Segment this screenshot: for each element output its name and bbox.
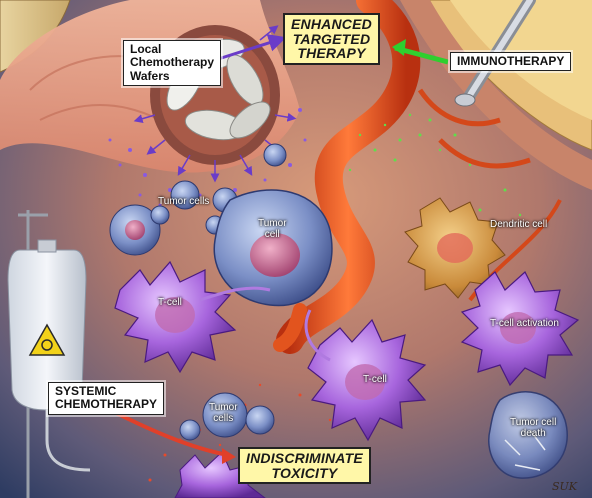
- immunotherapy-arrowhead: [392, 39, 406, 56]
- label-line: TARGETED: [292, 30, 371, 47]
- label-line: IMMUNOTHERAPY: [457, 54, 565, 68]
- label-line: Chemotherapy: [130, 55, 215, 70]
- wafers-arrow: [214, 34, 287, 62]
- label-line: death: [520, 428, 546, 439]
- tumor-cells-bottom: [179, 392, 275, 441]
- systemic-arrow: [109, 408, 229, 457]
- label-line: CHEMOTHERAPY: [55, 397, 158, 412]
- tumor-cell-death-label: Tumor cell death: [510, 417, 556, 439]
- label-line: THERAPY: [297, 45, 366, 62]
- label-line: cells: [213, 413, 234, 424]
- tumor-cells-bottom-label: Tumor cells: [209, 402, 238, 424]
- label-line: TOXICITY: [271, 464, 338, 481]
- immunotherapy-label: IMMUNOTHERAPY: [450, 52, 572, 72]
- t-cell-activation-label: T-cell activation: [490, 318, 559, 329]
- blood-vessel: [276, 0, 421, 354]
- dendritic-cell-label: Dendritic cell: [490, 219, 548, 230]
- capillaries: [417, 88, 531, 169]
- label-line: Local: [130, 42, 162, 56]
- enhanced-targeted-therapy-label: ENHANCED TARGETED THERAPY: [283, 13, 380, 66]
- t-cell-left-label: T-cell: [158, 297, 182, 308]
- tumor-cells-top-label: Tumor cells: [158, 196, 210, 207]
- t-cell-left-shape: [114, 260, 271, 374]
- label-line: cell: [264, 229, 280, 240]
- label-line: Tumor cell: [510, 417, 557, 428]
- label-line: SYSTEMIC: [55, 384, 117, 398]
- label-line: INDISCRIMINATE: [246, 450, 363, 466]
- t-cell-center-label: T-cell: [363, 374, 387, 385]
- systemic-chemotherapy-label: SYSTEMIC CHEMOTHERAPY: [48, 382, 165, 415]
- local-chemotherapy-wafers-label: Local Chemotherapy Wafers: [123, 40, 222, 87]
- immunotherapy-needle: [454, 0, 536, 107]
- iv-bag: [7, 210, 91, 498]
- tumor-cell-large: [213, 189, 333, 307]
- label-line: Wafers: [130, 68, 170, 83]
- t-cell-activation-shape: [460, 271, 580, 387]
- tumor-cell-label: Tumor cell: [258, 218, 287, 240]
- label-line: ENHANCED: [291, 16, 372, 32]
- immunotherapy-particles: [348, 113, 522, 217]
- indiscriminate-toxicity-label: INDISCRIMINATE TOXICITY: [238, 447, 371, 485]
- dendritic-cell: [404, 197, 506, 299]
- t-cell-center-shape: [304, 309, 427, 442]
- label-line: Tumor: [258, 218, 287, 229]
- artist-signature: SUK: [552, 480, 578, 493]
- dura-layer: [400, 0, 592, 190]
- label-line: Tumor: [209, 402, 238, 413]
- systemic-arrowhead: [222, 448, 236, 464]
- tumor-cell-death-shape: [488, 391, 568, 479]
- vessel-segment: [273, 303, 307, 352]
